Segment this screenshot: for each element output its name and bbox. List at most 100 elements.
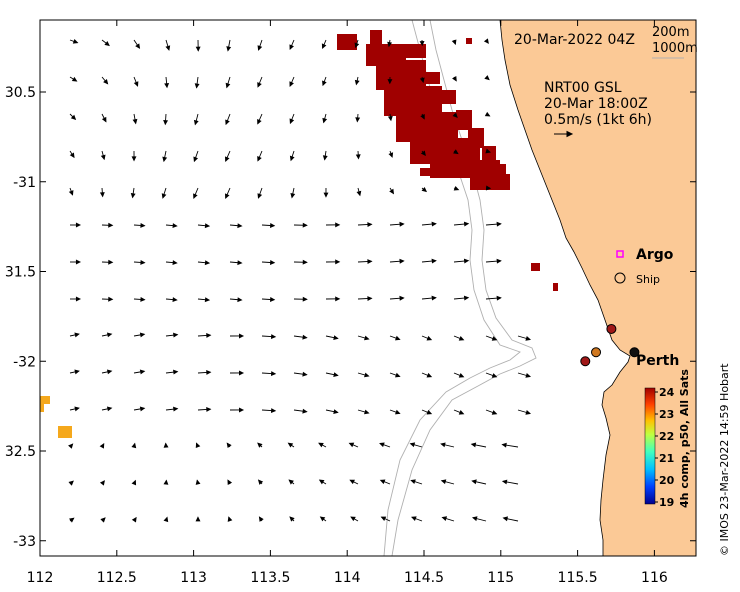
current-vector-head — [195, 479, 201, 485]
current-vector-head — [132, 118, 138, 125]
current-vector-head — [463, 295, 470, 301]
x-tick-label: 115 — [487, 570, 514, 586]
current-vector-head — [484, 75, 490, 81]
current-vector-head — [289, 118, 295, 125]
current-vector-head — [451, 39, 457, 46]
current-vector-head — [387, 41, 393, 48]
current-vector-head — [257, 442, 263, 448]
current-vector-head — [354, 42, 360, 49]
current-vector-head — [204, 260, 211, 266]
place-label-perth: Perth — [636, 353, 679, 369]
current-vector-head — [226, 442, 232, 448]
current-vector-head — [163, 516, 169, 523]
current-vector-head — [258, 516, 264, 522]
current-vector-head — [206, 333, 212, 338]
current-vector-head — [302, 371, 308, 377]
current-vector-head — [204, 223, 211, 229]
current-vector-head — [162, 156, 168, 163]
current-vector-head — [140, 297, 146, 302]
current-vector-head — [496, 221, 502, 227]
current-vector-head — [101, 116, 107, 123]
current-vector-head — [172, 223, 178, 229]
current-vector-head — [74, 369, 80, 375]
current-vector-head — [322, 155, 328, 161]
current-vector-head — [104, 41, 110, 47]
ship-observations — [580, 323, 640, 367]
x-tick-label: 115.5 — [558, 570, 598, 586]
current-vector-head — [161, 193, 167, 199]
current-vector-head — [270, 297, 276, 302]
current-vector-head — [173, 406, 179, 412]
current-vector-head — [387, 79, 393, 85]
current-vector-head — [74, 332, 80, 338]
current-vector-head — [302, 296, 308, 302]
colorbar-tick-label: 24 — [659, 386, 675, 399]
current-vector-head — [395, 409, 401, 415]
current-vector-head — [68, 443, 74, 449]
ship-observation-marker — [606, 323, 617, 334]
current-title: NRT00 GSL — [544, 80, 622, 96]
current-vector-head — [355, 154, 361, 160]
current-vector-head — [319, 516, 326, 522]
current-vector-head — [350, 516, 356, 522]
current-vector-head — [389, 188, 394, 195]
current-vector-head — [426, 335, 433, 341]
current-vector-head — [257, 82, 262, 88]
current-vector-head — [420, 150, 426, 157]
current-vector-head — [441, 516, 448, 521]
current-vector-head — [322, 80, 327, 87]
argo-marker — [616, 250, 624, 258]
current-vector-head — [485, 148, 491, 154]
current-vector-head — [333, 335, 339, 341]
current-vector-head — [163, 120, 169, 126]
colorbar: 24 23 22 21 20 19 4h comp, p50, All Sats — [644, 369, 691, 509]
current-vector-head — [75, 222, 82, 228]
current-vector-head — [140, 223, 146, 228]
current-vector-head — [388, 152, 394, 158]
current-vector-head — [349, 479, 355, 485]
current-vector-head — [99, 480, 105, 486]
current-vector-head — [321, 43, 327, 50]
current-vector-head — [108, 259, 114, 265]
current-vector-head — [288, 479, 294, 485]
credit-text: © IMOS 23-Mar-2022 14:59 Hobart — [718, 363, 731, 556]
x-tick-label: 113 — [180, 570, 207, 586]
current-vector-head — [72, 38, 79, 44]
current-vector-head — [163, 479, 169, 485]
current-vector-head — [399, 258, 405, 264]
current-vector-head — [270, 371, 277, 377]
current-vector-head — [348, 442, 355, 448]
current-vector-head — [195, 516, 201, 522]
bathy-label-1000: 1000m — [652, 41, 698, 56]
y-tick-label: 31.5 — [5, 265, 36, 281]
current-vector-head — [68, 190, 74, 196]
current-vector-head — [193, 193, 198, 199]
colorbar-title: 4h comp, p50, All Sats — [678, 369, 691, 508]
current-vector-head — [458, 410, 465, 415]
current-vector-head — [238, 333, 245, 339]
current-vector-head — [130, 193, 136, 199]
current-vector-head — [289, 516, 295, 522]
current-vector-head — [164, 82, 170, 89]
current-vector-head — [106, 332, 113, 338]
current-vector-head — [103, 79, 109, 85]
current-vector-head — [227, 516, 233, 522]
current-vector-head — [206, 370, 212, 375]
sst-pixels-hot — [337, 30, 558, 291]
current-vector-head — [395, 372, 401, 378]
colorbar-tick-label: 19 — [659, 496, 674, 509]
current-vector-head — [318, 442, 324, 448]
current-vector-head — [364, 372, 370, 378]
current-vector-head — [335, 222, 341, 228]
current-vector-head — [225, 156, 230, 162]
x-tick-label: 114.5 — [404, 570, 444, 586]
current-vector-head — [237, 297, 243, 303]
current-vector-head — [287, 442, 294, 448]
current-vector-head — [525, 410, 531, 415]
current-vector-head — [99, 192, 105, 198]
plot-frame — [39, 19, 697, 557]
current-vector-head — [225, 193, 230, 199]
current-vector-head — [106, 406, 113, 412]
current-vector-head — [364, 409, 370, 415]
ship-observation-marker — [629, 347, 640, 358]
